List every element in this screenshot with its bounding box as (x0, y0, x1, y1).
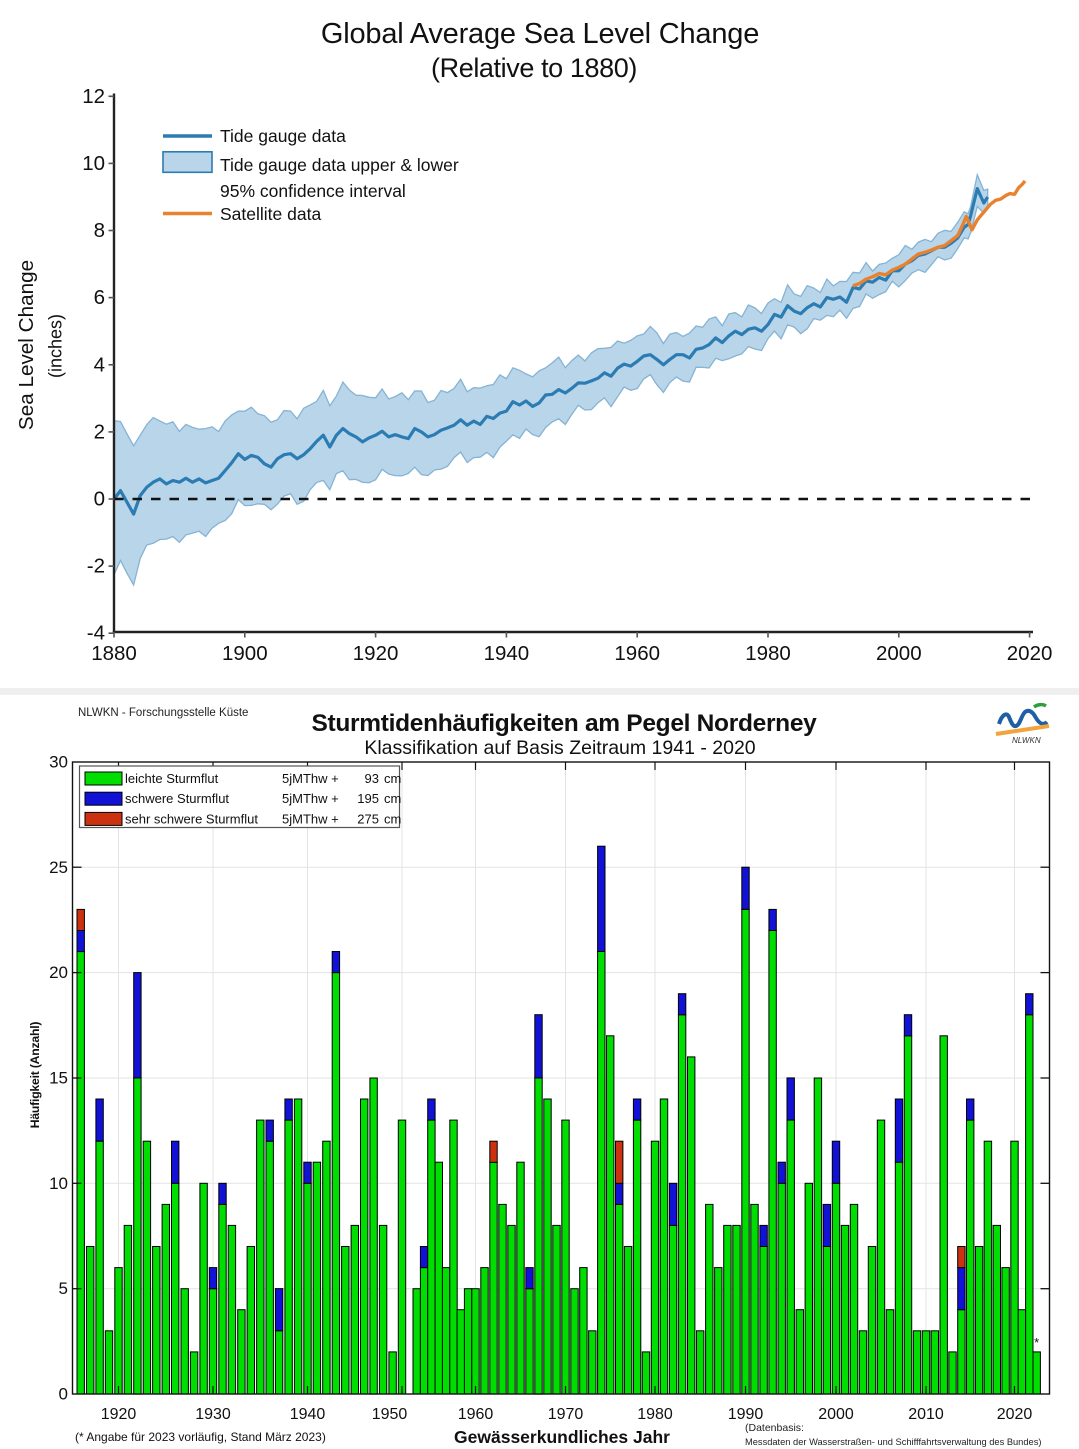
svg-text:Tide gauge data upper & lower: Tide gauge data upper & lower (220, 155, 459, 175)
svg-text:1950: 1950 (372, 1406, 408, 1423)
svg-text:NLWKN: NLWKN (1012, 736, 1041, 745)
svg-text:Satellite data: Satellite data (220, 204, 321, 224)
svg-text:1970: 1970 (548, 1406, 584, 1423)
svg-text:20: 20 (49, 963, 68, 982)
svg-text:Global Average Sea Level Chang: Global Average Sea Level Change (321, 18, 759, 50)
svg-text:leichte Sturmflut: leichte Sturmflut (125, 771, 219, 786)
svg-text:195: 195 (357, 791, 379, 806)
svg-text:-4: -4 (87, 622, 105, 645)
svg-text:10: 10 (49, 1174, 68, 1193)
svg-text:10: 10 (82, 152, 105, 175)
svg-text:Tide gauge data: Tide gauge data (220, 126, 346, 146)
svg-text:275: 275 (357, 811, 379, 826)
svg-text:sehr schwere Sturmflut: sehr schwere Sturmflut (125, 811, 258, 826)
svg-text:6: 6 (94, 286, 105, 309)
svg-text:2010: 2010 (908, 1406, 944, 1423)
svg-text:95% confidence interval: 95% confidence interval (220, 181, 406, 201)
svg-text:5jMThw +: 5jMThw + (282, 791, 339, 806)
svg-text:Sea Level Change: Sea Level Change (15, 260, 38, 430)
svg-text:1940: 1940 (484, 642, 530, 665)
svg-text:1920: 1920 (353, 642, 399, 665)
svg-text:5jMThw +: 5jMThw + (282, 811, 339, 826)
svg-text:25: 25 (49, 858, 68, 877)
svg-text:*: * (1034, 1335, 1039, 1350)
svg-text:8: 8 (94, 219, 105, 242)
svg-text:1940: 1940 (290, 1406, 326, 1423)
svg-text:Klassifikation auf Basis Zeitr: Klassifikation auf Basis Zeitraum 1941 -… (364, 737, 755, 759)
svg-text:Gewässerkundliches Jahr: Gewässerkundliches Jahr (454, 1427, 670, 1447)
svg-text:(Datenbasis:: (Datenbasis: (745, 1422, 804, 1434)
svg-text:0: 0 (59, 1385, 68, 1404)
svg-text:cm: cm (384, 791, 401, 806)
svg-text:cm: cm (384, 811, 401, 826)
svg-text:schwere Sturmflut: schwere Sturmflut (125, 791, 229, 806)
svg-text:NLWKN - Forschungsstelle Küste: NLWKN - Forschungsstelle Küste (78, 707, 248, 719)
svg-text:2000: 2000 (818, 1406, 854, 1423)
svg-text:1990: 1990 (728, 1406, 764, 1423)
svg-text:12: 12 (82, 85, 105, 108)
svg-text:Häufigkeit (Anzahl): Häufigkeit (Anzahl) (28, 1022, 42, 1129)
svg-text:(* Angabe für 2023 vorläufig,: (* Angabe für 2023 vorläufig, Stand März… (75, 1430, 326, 1444)
svg-text:5jMThw +: 5jMThw + (282, 771, 339, 786)
svg-text:(inches): (inches) (46, 314, 66, 378)
svg-text:4: 4 (94, 353, 105, 376)
svg-text:Sturmtidenhäufigkeiten am Pege: Sturmtidenhäufigkeiten am Pegel Norderne… (311, 710, 817, 737)
svg-text:2020: 2020 (997, 1406, 1033, 1423)
svg-text:2: 2 (94, 420, 105, 443)
svg-text:cm: cm (384, 771, 401, 786)
svg-text:1900: 1900 (222, 642, 268, 665)
svg-text:Messdaten der Wasserstraßen- u: Messdaten der Wasserstraßen- und Schifff… (745, 1437, 1041, 1447)
svg-text:(Relative to 1880): (Relative to 1880) (431, 53, 637, 83)
svg-text:15: 15 (49, 1069, 68, 1088)
svg-text:1880: 1880 (91, 642, 137, 665)
svg-text:2000: 2000 (876, 642, 922, 665)
svg-text:2020: 2020 (1007, 642, 1053, 665)
svg-text:0: 0 (94, 488, 105, 511)
svg-text:1930: 1930 (195, 1406, 231, 1423)
svg-text:-2: -2 (87, 555, 105, 578)
svg-text:1960: 1960 (458, 1406, 494, 1423)
svg-text:5: 5 (59, 1279, 68, 1298)
svg-text:1980: 1980 (637, 1406, 673, 1423)
svg-text:1960: 1960 (614, 642, 660, 665)
svg-text:1980: 1980 (745, 642, 791, 665)
svg-text:93: 93 (365, 771, 379, 786)
svg-text:1920: 1920 (101, 1406, 137, 1423)
svg-text:30: 30 (49, 752, 68, 771)
